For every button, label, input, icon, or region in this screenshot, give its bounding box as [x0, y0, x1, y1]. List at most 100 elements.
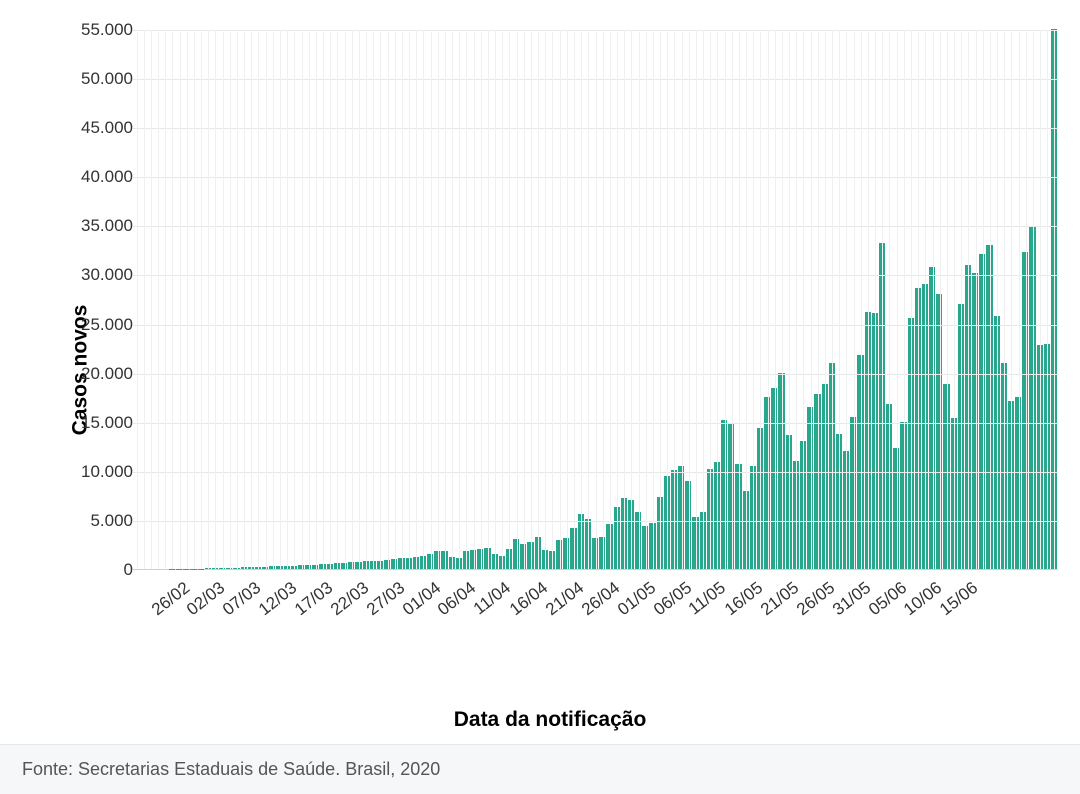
gridline-v [359, 30, 360, 569]
gridline-v [567, 30, 568, 569]
gridline-v [968, 30, 969, 569]
gridline-v [194, 30, 195, 569]
gridline-v [509, 30, 510, 569]
y-tick-label: 50.000 [81, 69, 133, 89]
gridline-v [768, 30, 769, 569]
x-tick-label: 11/05 [685, 578, 730, 619]
gridline-v [395, 30, 396, 569]
gridline-v [904, 30, 905, 569]
gridline-v [273, 30, 274, 569]
gridline-v [581, 30, 582, 569]
gridline-v [223, 30, 224, 569]
gridline-v [137, 30, 138, 569]
x-tick-label: 07/03 [219, 578, 265, 620]
gridline-v [696, 30, 697, 569]
gridline-v [660, 30, 661, 569]
gridline-v [266, 30, 267, 569]
gridline-v [215, 30, 216, 569]
y-tick-label: 0 [124, 560, 133, 580]
y-tick-label: 45.000 [81, 118, 133, 138]
gridline-v [431, 30, 432, 569]
gridline-v [674, 30, 675, 569]
gridline-v [1040, 30, 1041, 569]
gridline-v [402, 30, 403, 569]
gridline-v [409, 30, 410, 569]
gridline-v [244, 30, 245, 569]
gridline-v [710, 30, 711, 569]
y-tick-label: 55.000 [81, 20, 133, 40]
gridline-v [631, 30, 632, 569]
gridline-v [596, 30, 597, 569]
x-axis-label: Data da notificação [454, 708, 647, 732]
gridline-v [889, 30, 890, 569]
x-tick-label: 01/04 [399, 578, 445, 620]
gridline-v [588, 30, 589, 569]
x-tick-label: 31/05 [829, 578, 875, 620]
gridline-v [854, 30, 855, 569]
gridline-v [172, 30, 173, 569]
gridline-v [552, 30, 553, 569]
x-tick-label: 11/04 [470, 578, 515, 619]
gridline-v [294, 30, 295, 569]
gridline-v [416, 30, 417, 569]
gridline-v [789, 30, 790, 569]
gridline-v [954, 30, 955, 569]
gridline-v [280, 30, 281, 569]
gridline-v [574, 30, 575, 569]
gridline-v [345, 30, 346, 569]
gridline-v [961, 30, 962, 569]
gridline-v [488, 30, 489, 569]
gridline-v [445, 30, 446, 569]
x-tick-label: 10/06 [901, 578, 947, 620]
gridline-v [380, 30, 381, 569]
gridline-v [689, 30, 690, 569]
gridline-v [180, 30, 181, 569]
x-tick-label: 26/04 [578, 578, 624, 620]
gridline-v [983, 30, 984, 569]
gridline-v [782, 30, 783, 569]
x-tick-label: 16/05 [721, 578, 767, 620]
gridline-v [502, 30, 503, 569]
gridline-v [208, 30, 209, 569]
gridline-v [251, 30, 252, 569]
gridline-v [918, 30, 919, 569]
gridline-v [825, 30, 826, 569]
y-tick-label: 35.000 [81, 216, 133, 236]
gridline-v [610, 30, 611, 569]
x-tick-label: 01/05 [614, 578, 660, 620]
gridline-v [258, 30, 259, 569]
gridline-v [316, 30, 317, 569]
gridline-v [911, 30, 912, 569]
gridline-v [452, 30, 453, 569]
gridline-v [868, 30, 869, 569]
gridline-v [947, 30, 948, 569]
gridline-v [803, 30, 804, 569]
gridline-v [230, 30, 231, 569]
gridline-v [459, 30, 460, 569]
gridline-v [309, 30, 310, 569]
gridline-v [545, 30, 546, 569]
x-tick-label: 21/04 [542, 578, 588, 620]
gridline-v [438, 30, 439, 569]
gridline-v [925, 30, 926, 569]
y-tick-label: 10.000 [81, 462, 133, 482]
gridline-v [818, 30, 819, 569]
gridline-v [481, 30, 482, 569]
gridline-v [323, 30, 324, 569]
x-tick-label: 26/02 [148, 578, 194, 620]
gridline-v [839, 30, 840, 569]
gridline-v [201, 30, 202, 569]
gridline-v [302, 30, 303, 569]
gridline-v [667, 30, 668, 569]
gridline-v [940, 30, 941, 569]
gridline-v [739, 30, 740, 569]
source-bar: Fonte: Secretarias Estaduais de Saúde. B… [0, 744, 1080, 794]
gridline-v [603, 30, 604, 569]
gridline-v [337, 30, 338, 569]
gridline-v [373, 30, 374, 569]
gridline-v [524, 30, 525, 569]
gridline-v [1004, 30, 1005, 569]
source-text: Fonte: Secretarias Estaduais de Saúde. B… [22, 759, 440, 779]
x-tick-label: 05/06 [865, 578, 911, 620]
gridline-v [474, 30, 475, 569]
